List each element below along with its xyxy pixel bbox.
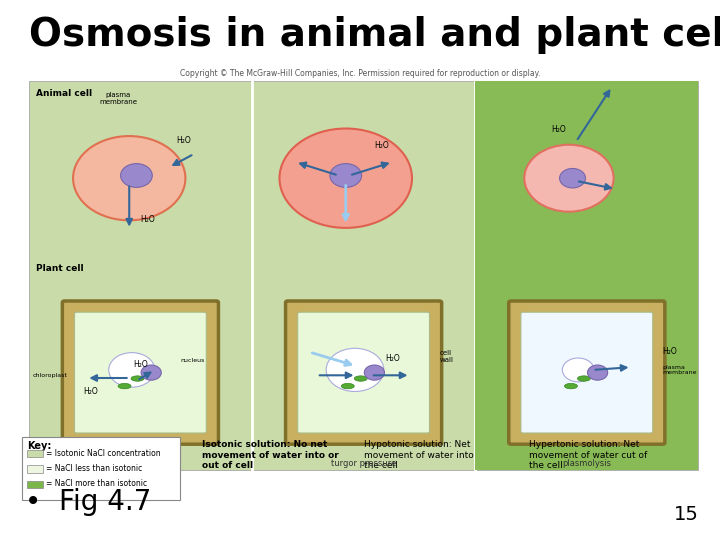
Bar	[27, 450, 43, 457]
Circle shape	[109, 353, 155, 387]
Text: plasma
membrane: plasma membrane	[99, 92, 137, 105]
Text: Key:: Key:	[27, 441, 52, 451]
FancyBboxPatch shape	[521, 312, 653, 433]
FancyBboxPatch shape	[509, 301, 665, 444]
Circle shape	[121, 164, 153, 187]
Ellipse shape	[118, 383, 131, 389]
Ellipse shape	[131, 376, 144, 381]
Text: 15: 15	[673, 505, 698, 524]
Text: Isotonic solution: No net
movement of water into or
out of cell: Isotonic solution: No net movement of wa…	[202, 440, 338, 470]
Bar	[27, 481, 43, 488]
Bar	[475, 81, 698, 470]
Ellipse shape	[354, 376, 367, 381]
Text: H₂O: H₂O	[374, 141, 390, 151]
Text: Osmosis in animal and plant cells: Osmosis in animal and plant cells	[29, 16, 720, 54]
Text: = NaCl more than isotonic: = NaCl more than isotonic	[46, 480, 147, 488]
FancyBboxPatch shape	[297, 312, 430, 433]
Circle shape	[559, 168, 585, 188]
Bar	[22, 437, 180, 500]
Text: Animal cell: Animal cell	[36, 89, 92, 98]
Circle shape	[364, 365, 384, 380]
Circle shape	[279, 129, 412, 228]
Circle shape	[73, 136, 186, 220]
Text: Hypertonic solution: Net
movement of water cut of
the cell: Hypertonic solution: Net movement of wat…	[529, 440, 647, 470]
Text: nucleus: nucleus	[181, 358, 205, 363]
Bar	[27, 465, 43, 472]
Bar	[29, 81, 698, 470]
Circle shape	[141, 365, 161, 380]
Text: = NaCl less than isotonic: = NaCl less than isotonic	[46, 464, 143, 473]
Text: H₂O: H₂O	[385, 354, 400, 363]
Text: •  Fig 4.7: • Fig 4.7	[25, 488, 152, 516]
Text: Plant cell: Plant cell	[36, 264, 84, 273]
Ellipse shape	[341, 383, 354, 389]
Text: H₂O: H₂O	[551, 125, 566, 134]
FancyBboxPatch shape	[63, 301, 218, 444]
Text: turgor pressure: turgor pressure	[331, 458, 396, 468]
Ellipse shape	[564, 383, 577, 389]
Circle shape	[562, 358, 594, 382]
Text: H₂O: H₂O	[662, 347, 678, 355]
Circle shape	[524, 145, 613, 212]
Circle shape	[326, 348, 384, 392]
Text: H₂O: H₂O	[83, 387, 97, 396]
Ellipse shape	[577, 376, 590, 381]
FancyBboxPatch shape	[74, 312, 207, 433]
Circle shape	[330, 164, 361, 187]
Circle shape	[588, 365, 608, 380]
Text: Copyright © The McGraw-Hill Companies, Inc. Permission required for reproduction: Copyright © The McGraw-Hill Companies, I…	[180, 69, 540, 78]
Text: Hypotonic solution: Net
movement of water into
the cell: Hypotonic solution: Net movement of wate…	[364, 440, 473, 470]
Text: = Isotonic NaCl concentration: = Isotonic NaCl concentration	[46, 449, 161, 458]
Text: H₂O: H₂O	[176, 136, 191, 145]
FancyBboxPatch shape	[286, 301, 441, 444]
Text: plasmolysis: plasmolysis	[562, 458, 611, 468]
Text: H₂O: H₂O	[140, 215, 155, 225]
Text: H₂O: H₂O	[133, 360, 148, 369]
Text: chloroplast: chloroplast	[32, 373, 67, 378]
Text: plasma
membrane: plasma membrane	[662, 364, 697, 375]
Text: cell
wall: cell wall	[439, 350, 454, 363]
